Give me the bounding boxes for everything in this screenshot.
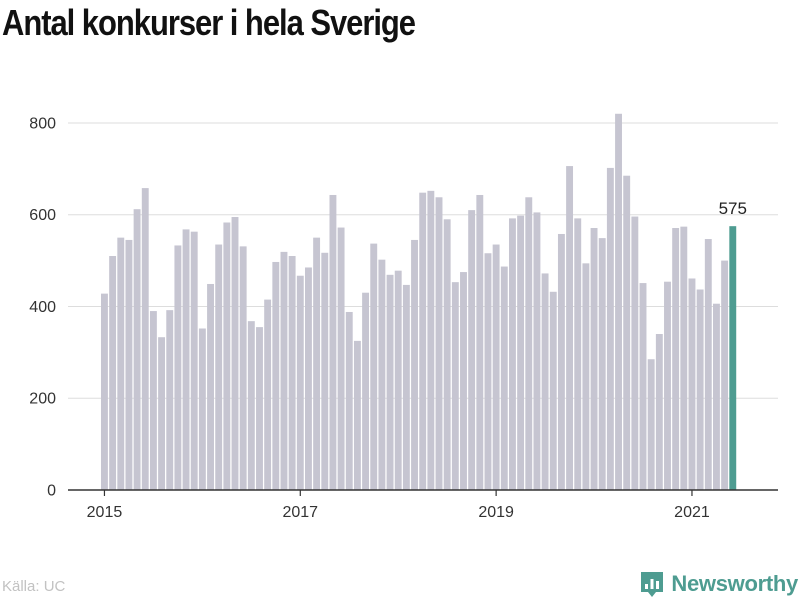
bar [223, 222, 231, 490]
annotations: 575 [719, 199, 747, 218]
y-tick-label: 600 [29, 207, 56, 224]
bar [386, 274, 394, 490]
bar [101, 293, 108, 490]
x-tick-label: 2017 [282, 504, 318, 521]
bar [541, 273, 549, 490]
bar [362, 292, 370, 490]
bar [125, 239, 133, 490]
bar [231, 217, 239, 490]
bar [704, 239, 712, 490]
bar [549, 291, 557, 490]
bar [451, 282, 459, 490]
bar [476, 194, 484, 490]
highlight-value-label: 575 [719, 199, 747, 218]
bar [239, 246, 247, 490]
bar [696, 289, 704, 490]
bar [329, 194, 337, 490]
bar [215, 244, 223, 490]
y-tick-label: 0 [47, 483, 56, 500]
bar [247, 321, 255, 490]
bar [574, 218, 582, 490]
bar-highlight [729, 226, 737, 491]
bar [427, 190, 435, 491]
bar [500, 266, 508, 490]
bar [207, 283, 214, 490]
bar-chart: 0 200 400 600 800 2015 2017 2019 2021 575 [29, 113, 778, 521]
bar [419, 192, 427, 490]
bar [296, 275, 304, 490]
bar [639, 283, 647, 490]
bar [305, 267, 312, 490]
bar [272, 261, 280, 490]
bar [484, 253, 492, 490]
bar [647, 359, 655, 490]
bar [688, 278, 696, 490]
newsworthy-logo-icon [641, 572, 664, 597]
y-tick-label: 400 [29, 299, 56, 316]
bar [149, 311, 157, 490]
y-tick-label: 800 [29, 115, 56, 132]
bar [158, 337, 166, 490]
bar [353, 340, 361, 490]
bar [109, 256, 117, 490]
bar [623, 175, 631, 491]
bar [345, 311, 353, 490]
bar [590, 228, 598, 490]
bar [198, 328, 206, 490]
bar [525, 197, 533, 491]
bar [566, 166, 574, 490]
bar [378, 259, 386, 490]
bar [680, 226, 688, 490]
x-tick-label: 2019 [478, 504, 514, 521]
bar [664, 281, 671, 490]
bar [509, 218, 516, 490]
bar [672, 228, 680, 490]
bar [533, 212, 541, 491]
bar [598, 238, 606, 490]
bar [655, 334, 663, 490]
source-note: Källa: UC [2, 578, 66, 595]
bar [615, 113, 622, 490]
y-tick-label: 200 [29, 391, 56, 408]
bar [468, 210, 476, 490]
bar [117, 237, 125, 490]
y-axis: 0 200 400 600 800 [29, 115, 56, 499]
bar [166, 310, 174, 490]
bar [492, 244, 500, 490]
bar [313, 237, 321, 490]
bar [141, 188, 149, 490]
bar [288, 256, 296, 490]
bar [435, 197, 443, 491]
bar [402, 284, 410, 490]
bar [582, 263, 590, 490]
bar [631, 216, 639, 490]
bars [101, 113, 737, 491]
x-tick-label: 2021 [674, 504, 710, 521]
x-tick-label: 2015 [87, 504, 123, 521]
bar [182, 229, 190, 490]
bar [174, 245, 182, 490]
bar [411, 239, 418, 490]
bar [370, 243, 378, 490]
bar [264, 299, 272, 490]
chart-title: Antal konkurser i hela Sverige [2, 2, 416, 43]
bar [606, 167, 614, 490]
bar [713, 303, 720, 490]
x-axis: 2015 2017 2019 2021 [68, 489, 778, 521]
bar [337, 227, 345, 490]
bar [557, 233, 565, 490]
brand-name: Newsworthy [671, 571, 798, 596]
bar [460, 272, 467, 490]
bar [280, 251, 288, 490]
bar [517, 215, 525, 490]
brand-logo: Newsworthy [639, 568, 798, 600]
bar [256, 327, 263, 490]
bar [394, 270, 402, 490]
bar [133, 209, 141, 490]
bar [321, 252, 329, 490]
bar [443, 219, 451, 490]
bar [190, 231, 198, 490]
bar [721, 260, 729, 490]
